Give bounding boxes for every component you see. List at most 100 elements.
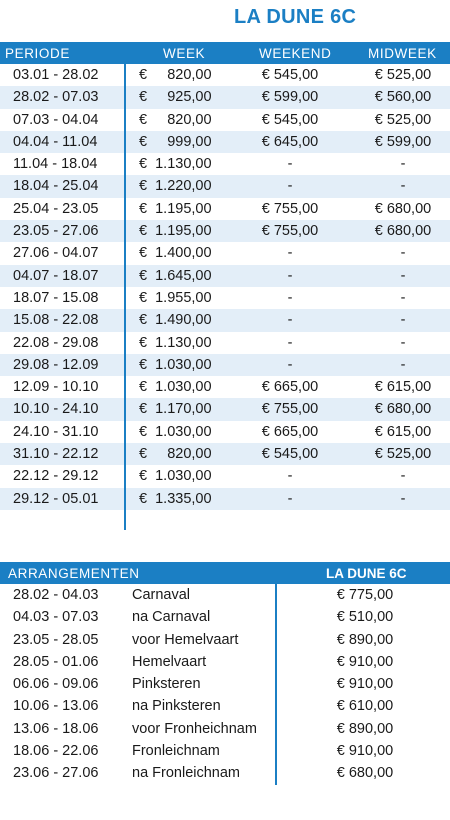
arrangement-name-cell: na Pinksteren [132,698,221,715]
weekend-price-cell: - [287,356,293,373]
arrangement-period-cell: 04.03 - 07.03 [13,609,99,626]
arrangement-period-cell: 18.06 - 22.06 [13,743,99,760]
week-price-cell: € 1.220,00 [139,178,212,195]
midweek-price-cell: € 615,00 [374,379,432,396]
weekend-price-cell: - [287,334,293,351]
price-row: 24.10 - 31.10 € 1.030,00 € 665,00 € 615,00 [0,421,450,443]
weekend-price-cell: € 755,00 [261,401,319,418]
arrangement-period-cell: 23.06 - 27.06 [13,765,99,782]
arrangement-row: 28.02 - 04.03 Carnaval € 775,00 [0,584,450,606]
arrangement-row: 06.06 - 09.06 Pinksteren € 910,00 [0,673,450,695]
weekend-price-cell: € 755,00 [261,200,319,217]
price-row: 15.08 - 22.08 € 1.490,00 - - [0,309,450,332]
weekend-price-cell: - [287,267,293,284]
period-cell: 29.12 - 05.01 [13,490,99,507]
weekend-price-cell: - [287,312,293,329]
week-price-cell: € 820,00 [139,67,212,83]
header-arrangement-name: LA DUNE 6C [326,566,407,581]
week-price-cell: € 820,00 [139,446,212,463]
period-cell: 04.07 - 18.07 [13,267,99,284]
period-cell: 28.02 - 07.03 [13,89,99,106]
price-table-divider [124,64,126,530]
weekend-price-cell: € 665,00 [261,423,319,440]
arrangement-period-cell: 28.05 - 01.06 [13,653,99,670]
period-cell: 11.04 - 18.04 [13,156,98,173]
price-row: 10.10 - 24.10 € 1.170,00 € 755,00 € 680,00 [0,398,450,421]
price-row: 22.08 - 29.08 € 1.130,00 - - [0,332,450,354]
price-row: 22.12 - 29.12 € 1.030,00 - - [0,465,450,487]
price-row: 27.06 - 04.07 € 1.400,00 - - [0,242,450,264]
period-cell: 22.12 - 29.12 [13,468,99,485]
midweek-price-cell: € 680,00 [374,401,432,418]
week-price-cell: € 925,00 [139,89,212,106]
week-price-cell: € 1.130,00 [139,156,212,173]
period-cell: 27.06 - 04.07 [13,245,99,262]
midweek-price-cell: - [400,468,406,485]
arrangement-row: 28.05 - 01.06 Hemelvaart € 910,00 [0,651,450,673]
midweek-price-cell: - [400,334,406,351]
arrangement-price-cell: € 910,00 [336,653,394,670]
header-arrangementen: ARRANGEMENTEN [8,566,140,581]
week-price-cell: € 999,00 [139,133,212,150]
weekend-price-cell: - [287,156,293,173]
price-row: 28.02 - 07.03 € 925,00 € 599,00 € 560,00 [0,86,450,109]
arrangement-name-cell: na Fronleichnam [132,765,240,782]
price-row: 11.04 - 18.04 € 1.130,00 - - [0,153,450,175]
week-price-cell: € 820,00 [139,111,212,128]
arrangement-period-cell: 23.05 - 28.05 [13,631,99,648]
midweek-price-cell: - [400,156,406,173]
arrangement-period-cell: 06.06 - 09.06 [13,676,99,693]
midweek-price-cell: - [400,267,406,284]
arrangement-price-cell: € 610,00 [336,698,394,715]
arrangement-row: 23.06 - 27.06 na Fronleichnam € 680,00 [0,762,450,784]
period-cell: 18.04 - 25.04 [13,178,99,195]
period-cell: 29.08 - 12.09 [13,356,99,373]
arrangement-row: 10.06 - 13.06 na Pinksteren € 610,00 [0,695,450,717]
weekend-price-cell: € 599,00 [261,89,319,106]
arrangement-price-cell: € 775,00 [336,587,394,603]
arrangement-period-cell: 28.02 - 04.03 [13,587,99,603]
arrangement-name-cell: Carnaval [132,587,191,603]
arrangement-price-cell: € 890,00 [336,631,394,648]
weekend-price-cell: € 645,00 [261,133,319,150]
price-row: 23.05 - 27.06 € 1.195,00 € 755,00 € 680,00 [0,220,450,243]
price-row: 04.07 - 18.07 € 1.645,00 - - [0,264,450,287]
price-table-header: PERIODE WEEK WEEKEND MIDWEEK [0,42,450,64]
midweek-price-cell: - [400,312,406,329]
arrangement-row: 23.05 - 28.05 voor Hemelvaart € 890,00 [0,629,450,651]
midweek-price-cell: - [400,289,406,306]
weekend-price-cell: - [287,289,293,306]
week-price-cell: € 1.170,00 [139,401,212,418]
week-price-cell: € 1.335,00 [139,490,212,507]
price-row: 31.10 - 22.12 € 820,00 € 545,00 € 525,00 [0,443,450,466]
midweek-price-cell: - [400,245,406,262]
arrangement-period-cell: 13.06 - 18.06 [13,720,99,737]
week-price-cell: € 1.030,00 [139,379,212,396]
price-row: 03.01 - 28.02 € 820,00 € 545,00 € 525,00 [0,64,450,86]
price-row: 25.04 - 23.05 € 1.195,00 € 755,00 € 680,00 [0,198,450,220]
arrangement-price-cell: € 510,00 [336,609,394,626]
price-table-body: 03.01 - 28.02 € 820,00 € 545,00 € 525,00 28.… [0,64,450,510]
arrangement-name-cell: Fronleichnam [132,743,220,760]
weekend-price-cell: - [287,468,293,485]
period-cell: 31.10 - 22.12 [13,446,99,463]
arrangement-name-cell: voor Hemelvaart [132,631,239,648]
weekend-price-cell: - [287,245,293,262]
weekend-price-cell: € 755,00 [261,223,319,240]
week-price-cell: € 1.955,00 [139,289,212,306]
arrangement-period-cell: 10.06 - 13.06 [13,698,99,715]
midweek-price-cell: - [400,356,406,373]
midweek-price-cell: € 615,00 [374,423,432,440]
period-cell: 03.01 - 28.02 [13,67,99,83]
midweek-price-cell: - [400,490,406,507]
period-cell: 15.08 - 22.08 [13,312,99,329]
week-price-cell: € 1.195,00 [139,200,212,217]
period-cell: 23.05 - 27.06 [13,223,99,240]
period-cell: 22.08 - 29.08 [13,334,99,351]
price-row: 29.12 - 05.01 € 1.335,00 - - [0,487,450,510]
header-week: WEEK [163,46,206,61]
period-cell: 10.10 - 24.10 [13,401,99,418]
header-midweek: MIDWEEK [368,46,437,61]
period-cell: 07.03 - 04.04 [13,111,99,128]
week-price-cell: € 1.645,00 [139,267,212,284]
